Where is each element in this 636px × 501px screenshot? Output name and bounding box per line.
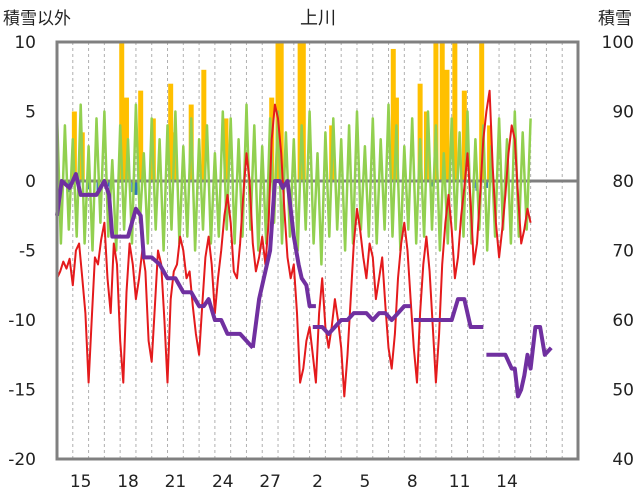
snowfall-bar <box>223 118 229 181</box>
grid <box>72 42 563 459</box>
left-tick-label: -15 <box>8 381 36 401</box>
right-tick-label: 40 <box>612 450 634 470</box>
right-tick-label: 60 <box>612 311 634 331</box>
left-tick-label: 5 <box>25 103 36 123</box>
x-tick-label: 24 <box>212 472 234 492</box>
left-tick-label: 0 <box>25 172 36 192</box>
temperature-line <box>56 89 532 398</box>
right-tick-label: 100 <box>602 33 634 53</box>
snowfall-bar <box>433 42 439 181</box>
x-tick-label: 15 <box>70 472 92 492</box>
left-tick-label: -20 <box>8 450 36 470</box>
chart-title: 上川 <box>300 8 336 29</box>
snow-depth-line <box>413 297 484 329</box>
snow-depth-line <box>486 325 553 399</box>
x-tick-label: 2 <box>312 472 323 492</box>
snowfall-bar <box>452 42 458 181</box>
left-tick-label: -5 <box>19 242 36 262</box>
x-tick-label: 8 <box>407 472 418 492</box>
x-tick-label: 14 <box>496 472 518 492</box>
left-axis-ticks: 10 5 0 -5 -10 -15 -20 <box>8 33 36 470</box>
snowfall-bar <box>444 69 450 181</box>
snow-depth-line <box>250 179 316 349</box>
plot-frame <box>55 40 580 461</box>
series-lines <box>55 89 553 399</box>
snowfall-bar <box>278 42 284 181</box>
snow-depth-line <box>312 304 411 336</box>
snowfall-bar <box>461 90 467 181</box>
right-axis-ticks: 100 90 80 70 60 50 40 <box>602 33 634 470</box>
precipitation-bar <box>134 181 138 195</box>
x-tick-label: 5 <box>359 472 370 492</box>
x-tick-label: 11 <box>449 472 471 492</box>
right-tick-label: 80 <box>612 172 634 192</box>
x-axis-ticks: 15 18 21 24 27 2 5 8 11 14 <box>70 472 518 492</box>
left-tick-label: -10 <box>8 311 36 331</box>
right-tick-label: 70 <box>612 242 634 262</box>
right-tick-label: 50 <box>612 381 634 401</box>
precipitation-bar <box>87 181 91 190</box>
snowfall-bar <box>487 125 493 181</box>
snowfall-bar <box>417 83 423 181</box>
x-tick-label: 18 <box>117 472 139 492</box>
snowfall-bar <box>123 97 129 181</box>
precipitation-bar <box>484 181 488 188</box>
snow-depth-line <box>55 172 255 350</box>
snowfall-bar <box>119 42 125 181</box>
snowfall-bar <box>479 42 485 181</box>
sunshine-line <box>55 103 532 266</box>
snowfall-bar <box>390 48 396 182</box>
snowfall-bar <box>168 83 174 181</box>
snowfall-bar <box>297 42 303 181</box>
snowfall-bar <box>300 42 306 181</box>
left-tick-label: 10 <box>14 33 36 53</box>
right-tick-label: 90 <box>612 103 634 123</box>
left-axis-label: 積雪以外 <box>3 9 71 29</box>
snowfall-bar <box>439 42 445 181</box>
snowfall-bar <box>138 90 144 181</box>
x-tick-label: 27 <box>259 472 281 492</box>
snowfall-bar <box>71 111 77 181</box>
right-axis-label: 積雪 <box>598 9 632 29</box>
snowfall-bar <box>201 69 207 181</box>
x-tick-label: 21 <box>165 472 187 492</box>
